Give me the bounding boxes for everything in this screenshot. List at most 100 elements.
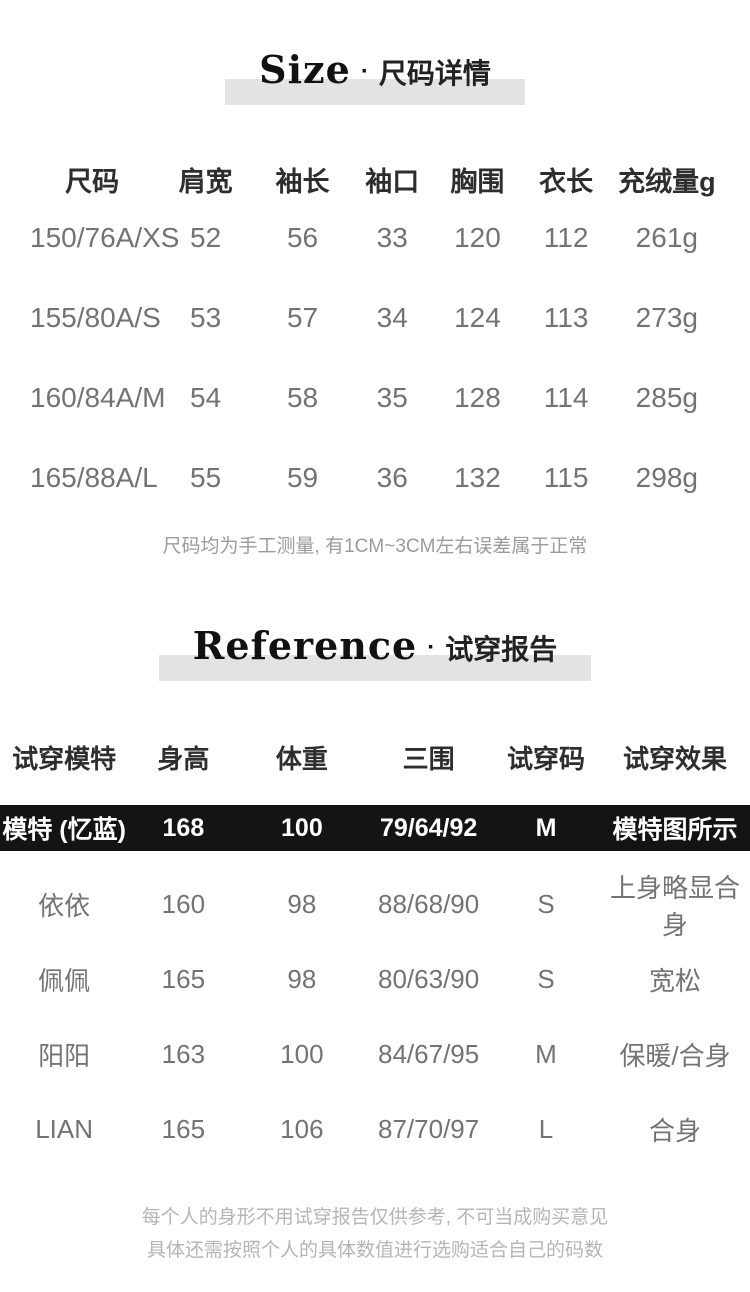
tried-size-value: L: [538, 1114, 554, 1144]
size-row-s: 155/80A/S 53 57 34 124 113 273g: [30, 278, 720, 358]
model-name: 模特 (忆蓝): [2, 816, 126, 844]
garment-length-value: 113: [543, 302, 589, 333]
cuff-value: 36: [376, 462, 408, 493]
reference-title-en: Reference: [192, 623, 418, 668]
size-row-xs: 150/76A/XS 52 56 33 120 112 261g: [30, 198, 720, 278]
tried-size-col-header: 试穿码: [506, 743, 585, 774]
sleeve-length-value: 58: [286, 382, 319, 413]
tried-size-value: S: [537, 889, 555, 919]
cuff-value: 33: [376, 222, 408, 253]
size-title-cn: 尺码详情: [378, 58, 491, 89]
measurements-value: 84/67/95: [378, 1039, 480, 1069]
measurement-tolerance-note: 尺码均为手工测量, 有1CM~3CM左右误差属于正常: [162, 536, 588, 557]
bust-value: 120: [454, 222, 501, 253]
weight-value: 106: [280, 1114, 324, 1144]
down-fill-value: 298g: [635, 462, 698, 493]
size-table: 尺码 肩宽 袖长 袖口 胸围 衣长 充绒量g 150/76A/XS 52 56 …: [0, 154, 750, 518]
fit-effect-value: 保暖/合身: [619, 1041, 731, 1071]
sleeve-length-col-header: 袖长: [275, 166, 330, 197]
title-dot-separator: ·: [360, 58, 369, 85]
measurements-col-header: 三围: [402, 743, 455, 774]
bust-value: 132: [454, 462, 501, 493]
garment-length-value: 112: [543, 222, 589, 253]
reference-title-cn: 试穿报告: [445, 634, 558, 665]
shoulder-value: 53: [190, 302, 222, 333]
size-section-title: Size · 尺码详情: [0, 0, 750, 105]
height-value: 165: [161, 1114, 206, 1144]
reference-section-title: Reference · 试穿报告: [0, 623, 750, 681]
size-row-m: 160/84A/M 54 58 35 128 114 285g: [30, 358, 720, 438]
fit-row-lian: LIAN 165 106 87/70/97 L 合身: [0, 1092, 750, 1167]
fit-row-yiyi: 依依 160 98 88/68/90 S 上身略显合身: [0, 867, 750, 942]
down-fill-value: 285g: [635, 382, 698, 413]
size-table-body: 150/76A/XS 52 56 33 120 112 261g 155/80A…: [30, 198, 720, 518]
garment-length-col-header: 衣长: [539, 166, 594, 197]
model-name: 阳阳: [38, 1041, 91, 1071]
size-label: 150/76A/XS: [30, 222, 180, 253]
weight-col-header: 体重: [275, 743, 328, 774]
fit-table-body: 依依 160 98 88/68/90 S 上身略显合身 佩佩 165 98 80…: [0, 867, 750, 1167]
garment-length-value: 115: [543, 462, 589, 493]
down-fill-value: 273g: [635, 302, 698, 333]
fit-effect-value: 上身略显合身: [609, 872, 740, 940]
size-label: 160/84A/M: [30, 382, 166, 413]
size-table-header-row: 尺码 肩宽 袖长 袖口 胸围 衣长 充绒量g: [30, 154, 720, 204]
garment-length-value: 114: [543, 382, 589, 413]
down-fill-col-header: 充绒量g: [618, 166, 716, 197]
shoulder-value: 52: [190, 222, 222, 253]
fit-effect-value: 宽松: [648, 966, 701, 996]
shoulder-col-header: 肩宽: [178, 166, 233, 197]
height-value: 165: [161, 964, 206, 994]
sleeve-length-value: 59: [286, 462, 319, 493]
fit-report-disclaimer: 每个人的身形不用试穿报告仅供参考, 不可当成购买意见 具体还需按照个人的具体数值…: [0, 1201, 750, 1267]
fit-table-header-row: 试穿模特 身高 体重 三围 试穿码 试穿效果: [0, 732, 750, 782]
measurements-value: 79/64/92: [379, 813, 478, 842]
fit-report-table: 试穿模特 身高 体重 三围 试穿码 试穿效果 模特 (忆蓝) 168 100 7…: [0, 732, 750, 1167]
measurements-value: 88/68/90: [378, 889, 480, 919]
size-label: 155/80A/S: [30, 302, 161, 333]
tried-size-value: S: [537, 964, 555, 994]
weight-value: 98: [287, 889, 317, 919]
sleeve-length-value: 57: [286, 302, 319, 333]
title-dot-separator: ·: [427, 634, 436, 661]
fit-row-main-model-highlighted: 模特 (忆蓝) 168 100 79/64/92 M 模特图所示: [0, 805, 750, 851]
bust-value: 124: [454, 302, 501, 333]
down-fill-value: 261g: [635, 222, 698, 253]
disclaimer-line-1: 每个人的身形不用试穿报告仅供参考, 不可当成购买意见: [141, 1207, 609, 1228]
tried-size-value: M: [535, 813, 557, 842]
size-row-l: 165/88A/L 55 59 36 132 115 298g: [30, 438, 720, 518]
size-label: 165/88A/L: [30, 462, 158, 493]
size-title-en: Size: [259, 47, 351, 92]
cuff-value: 34: [376, 302, 408, 333]
fit-row-peipei: 佩佩 165 98 80/63/90 S 宽松: [0, 942, 750, 1017]
model-name: LIAN: [35, 1114, 94, 1144]
tried-size-value: M: [535, 1039, 557, 1069]
height-col-header: 身高: [157, 743, 210, 774]
height-value: 168: [162, 813, 205, 842]
fit-effect-value: 合身: [648, 1116, 701, 1146]
fit-effect-value: 模特图所示: [612, 816, 738, 844]
height-value: 160: [161, 889, 206, 919]
weight-value: 100: [280, 1039, 324, 1069]
fit-row-yangyang: 阳阳 163 100 84/67/95 M 保暖/合身: [0, 1017, 750, 1092]
shoulder-value: 55: [190, 462, 222, 493]
weight-value: 100: [281, 813, 323, 842]
measurements-value: 80/63/90: [378, 964, 480, 994]
weight-value: 98: [287, 964, 317, 994]
height-value: 163: [161, 1039, 206, 1069]
bust-col-header: 胸围: [450, 166, 505, 197]
disclaimer-line-2: 具体还需按照个人的具体数值进行选购适合自己的码数: [146, 1240, 603, 1261]
cuff-value: 35: [376, 382, 408, 413]
model-col-header: 试穿模特: [12, 743, 117, 774]
model-name: 依依: [38, 891, 91, 921]
cuff-col-header: 袖口: [365, 166, 420, 197]
fit-effect-col-header: 试穿效果: [622, 743, 727, 774]
shoulder-value: 54: [190, 382, 222, 413]
sleeve-length-value: 56: [286, 222, 319, 253]
bust-value: 128: [454, 382, 501, 413]
reference-title-highlight: Reference · 试穿报告: [158, 623, 592, 681]
size-col-header: 尺码: [65, 166, 120, 197]
measurements-value: 87/70/97: [378, 1114, 480, 1144]
model-name: 佩佩: [38, 966, 91, 996]
